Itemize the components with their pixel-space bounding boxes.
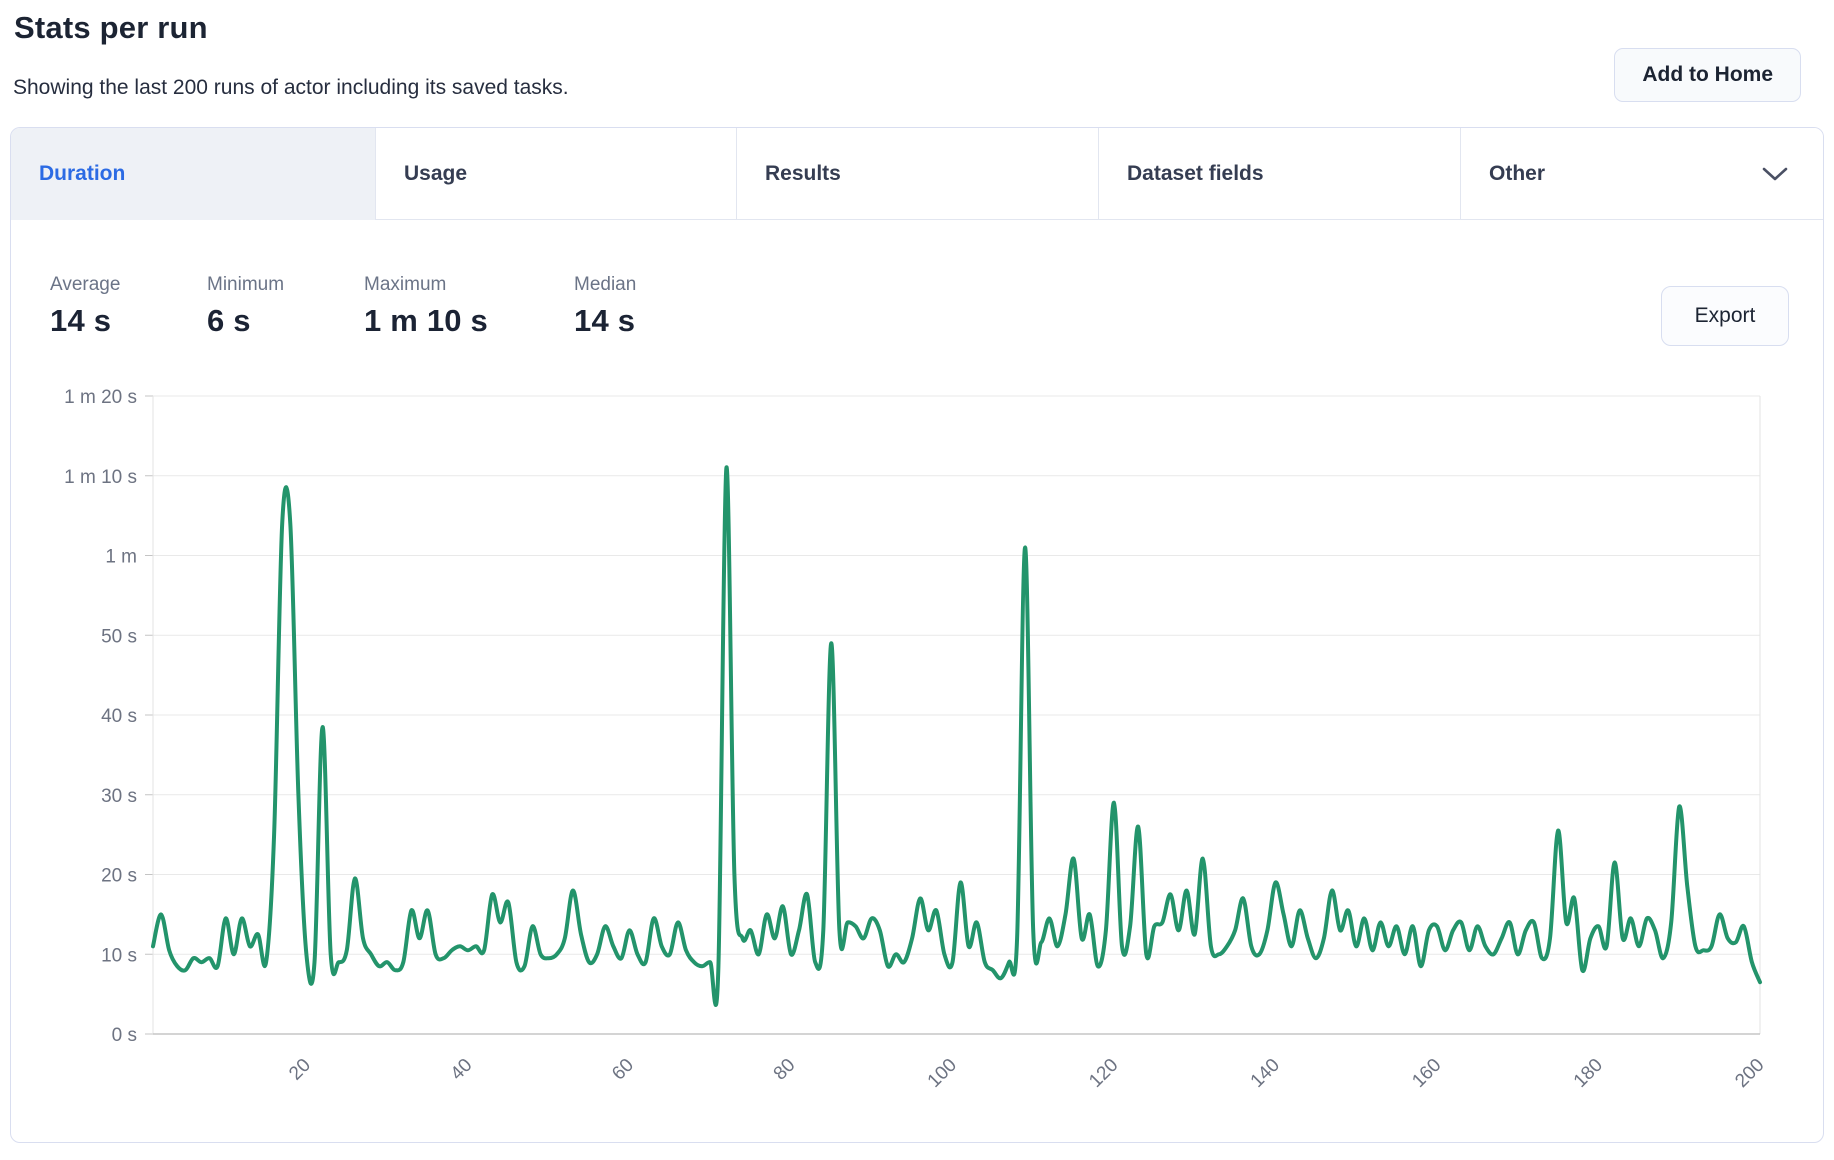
stat-average-label: Average	[50, 274, 121, 295]
y-tick-label: 50 s	[101, 626, 137, 647]
tab-dataset-fields[interactable]: Dataset fields	[1098, 128, 1460, 220]
x-tick-label: 180	[1570, 1055, 1607, 1092]
duration-series-line	[151, 465, 1762, 1007]
stat-median-value: 14 s	[574, 303, 636, 338]
y-tick-label: 20 s	[101, 866, 137, 887]
y-tick-label: 0 s	[112, 1025, 137, 1046]
y-tick-label: 1 m 20 s	[64, 387, 137, 408]
x-tick-label: 120	[1085, 1055, 1122, 1092]
y-tick-label: 30 s	[101, 786, 137, 807]
tab-results-label: Results	[765, 161, 841, 185]
stats-card: Duration Usage Results Dataset fields Ot…	[10, 127, 1824, 1143]
x-tick-label: 80	[770, 1055, 800, 1085]
x-tick-label: 160	[1408, 1055, 1445, 1092]
stat-maximum-label: Maximum	[364, 274, 447, 295]
add-to-home-button[interactable]: Add to Home	[1614, 48, 1801, 102]
tab-other-label: Other	[1489, 161, 1546, 185]
y-tick-label: 1 m 10 s	[64, 467, 137, 488]
tab-duration-label: Duration	[39, 161, 126, 185]
tab-usage-label: Usage	[404, 161, 468, 185]
tab-results[interactable]: Results	[736, 128, 1098, 220]
x-tick-label: 140	[1247, 1055, 1284, 1092]
y-tick-label: 1 m	[105, 547, 137, 568]
stat-maximum-value: 1 m 10 s	[364, 303, 488, 338]
export-button[interactable]: Export	[1661, 286, 1789, 346]
tab-bar: Duration Usage Results Dataset fields Ot…	[11, 128, 1823, 220]
stat-average: Average 14 s	[50, 274, 120, 339]
x-tick-label: 20	[285, 1055, 315, 1085]
x-tick-label: 100	[924, 1055, 961, 1092]
stat-median: Median 14 s	[574, 274, 636, 339]
x-tick-label: 200	[1731, 1055, 1768, 1092]
page-title: Stats per run	[14, 10, 208, 45]
y-tick-label: 40 s	[101, 706, 137, 727]
y-tick-label: 10 s	[101, 945, 137, 966]
tab-other[interactable]: Other	[1460, 128, 1823, 220]
x-tick-label: 40	[447, 1055, 477, 1085]
stat-minimum: Minimum 6 s	[207, 274, 284, 339]
stat-median-label: Median	[574, 274, 637, 295]
x-tick-label: 60	[608, 1055, 638, 1085]
stat-maximum: Maximum 1 m 10 s	[364, 274, 488, 339]
chevron-down-icon	[1761, 165, 1789, 183]
tab-dataset-fields-label: Dataset fields	[1127, 161, 1264, 185]
page-subtitle: Showing the last 200 runs of actor inclu…	[13, 76, 569, 99]
tab-duration[interactable]: Duration	[11, 128, 375, 220]
tab-usage[interactable]: Usage	[375, 128, 736, 220]
stat-average-value: 14 s	[50, 303, 112, 338]
stat-minimum-label: Minimum	[207, 274, 285, 295]
stat-minimum-value: 6 s	[207, 303, 251, 338]
